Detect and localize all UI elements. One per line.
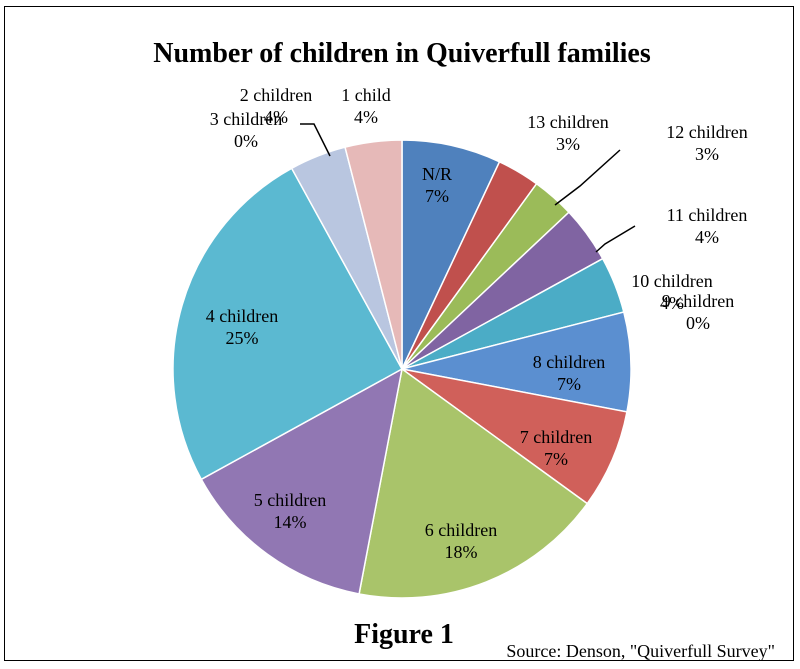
- slice-category: 5 children: [254, 490, 326, 510]
- slice-category: 11 children: [667, 205, 748, 225]
- slice-label: N/R 7%: [422, 164, 452, 206]
- slice-category: 1 child: [341, 85, 391, 105]
- pie-slices: [172, 139, 632, 599]
- chart-title: Number of children in Quiverfull familie…: [153, 38, 651, 69]
- slice-label: 8 children 7%: [533, 352, 605, 394]
- slice-category: 3 children: [210, 109, 282, 129]
- slice-label: 13 children 3%: [527, 112, 608, 154]
- slice-category: 4 children: [206, 306, 278, 326]
- slice-label: 6 children 18%: [425, 520, 497, 562]
- pie-slice-4-children: [172, 167, 404, 481]
- slice-label: 3 children 0%: [210, 109, 282, 151]
- slice-percent: 0%: [686, 313, 710, 333]
- slice-category: 7 children: [520, 427, 592, 447]
- slice-percent: 4%: [354, 107, 378, 127]
- leader-lines: [300, 123, 636, 253]
- slice-percent: 3%: [695, 144, 719, 164]
- pie-slice-1-child: [344, 139, 403, 370]
- slice-percent: 4%: [695, 227, 719, 247]
- slice-percent: 14%: [274, 512, 307, 532]
- slice-percent: 25%: [226, 328, 259, 348]
- slice-percent: 4%: [660, 293, 684, 313]
- slice-label: 4 children 25%: [206, 306, 278, 348]
- slice-category: 8 children: [533, 352, 605, 372]
- slice-label: 11 children 4%: [667, 205, 748, 247]
- slice-category: N/R: [422, 164, 452, 184]
- slice-category: 13 children: [527, 112, 608, 132]
- slice-label: 7 children 7%: [520, 427, 592, 469]
- slice-category: 10 children: [631, 271, 712, 291]
- leader-line: [595, 225, 636, 253]
- figure-caption: Figure 1: [354, 619, 454, 650]
- slice-label: 2 children 4%: [240, 85, 312, 127]
- slice-percent: 4%: [264, 107, 288, 127]
- slice-percent: 18%: [445, 542, 478, 562]
- slice-label: 12 children 3%: [666, 122, 747, 164]
- pie-slice-5-children: [200, 367, 404, 595]
- slice-labels: N/R 7%13 children 3%12 children 3%11 childr…: [206, 85, 748, 562]
- slice-category: 9 children: [662, 291, 734, 311]
- slice-label: 1 child 4%: [341, 85, 391, 127]
- source-note: Source: Denson, "Quiverfull Survey": [506, 641, 775, 661]
- leader-line: [300, 123, 331, 157]
- slice-label: 10 children 4%: [631, 271, 712, 313]
- slice-category: 2 children: [240, 85, 312, 105]
- pie-slice-6-children: [358, 367, 589, 599]
- leader-line: [554, 149, 621, 206]
- slice-category: 12 children: [666, 122, 747, 142]
- slice-percent: 7%: [425, 186, 449, 206]
- slice-label: 9 children 0%: [662, 291, 734, 333]
- slice-percent: 3%: [556, 134, 580, 154]
- slice-percent: 7%: [544, 449, 568, 469]
- slice-label: 5 children 14%: [254, 490, 326, 532]
- slice-category: 6 children: [425, 520, 497, 540]
- slice-percent: 0%: [234, 131, 258, 151]
- slice-percent: 7%: [557, 374, 581, 394]
